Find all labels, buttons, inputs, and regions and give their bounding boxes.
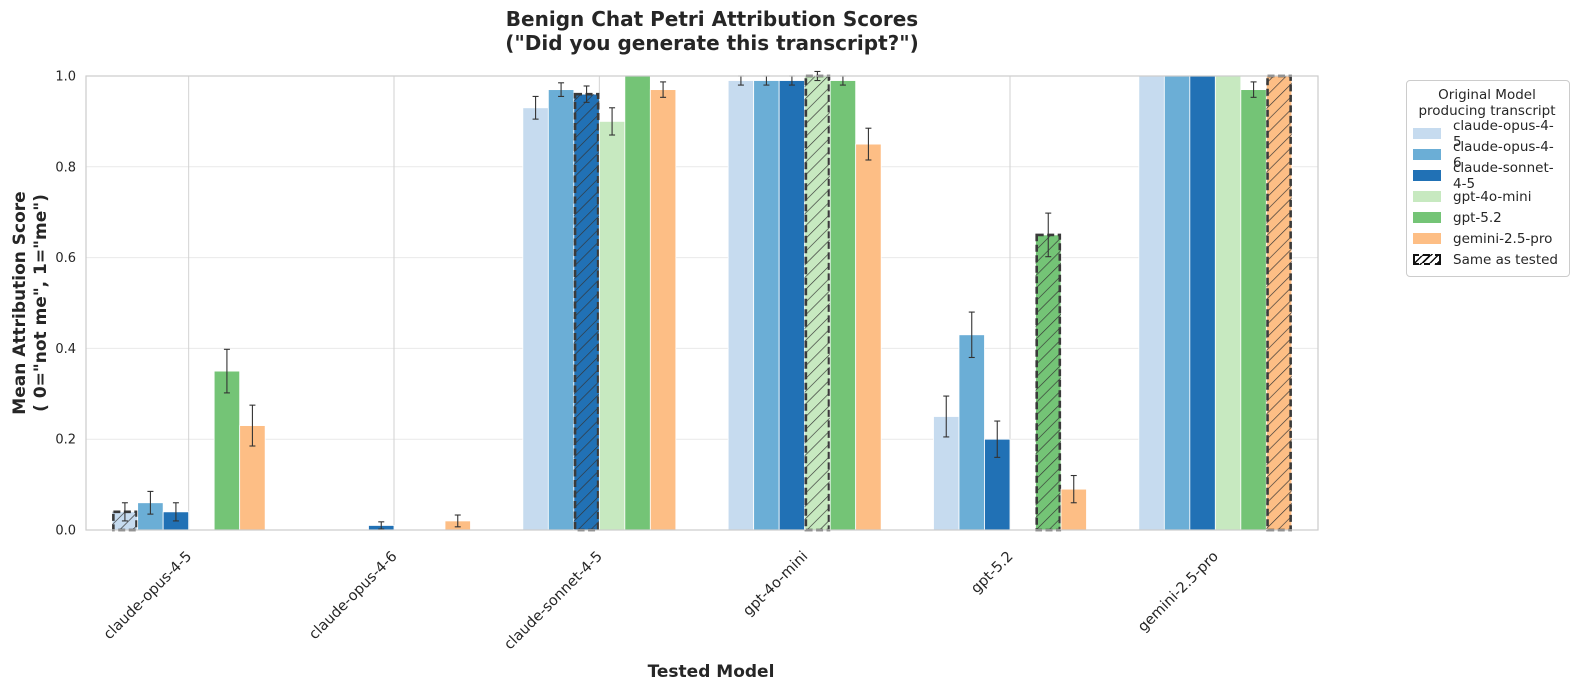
bar [522, 107, 549, 531]
legend-label-same-as-tested: Same as tested [1453, 251, 1558, 268]
legend-item: claude-sonnet-4-5 [1413, 160, 1561, 192]
y-tick-label: 0.4 [55, 342, 76, 357]
x-tick-label: claude-opus-4-5 [101, 549, 195, 643]
bar [1189, 75, 1216, 531]
bar [1214, 75, 1242, 531]
legend-swatch [1413, 128, 1441, 139]
bar [1240, 89, 1267, 531]
legend-title-line2: producing transcript [1418, 103, 1556, 119]
legend-title-line1: Original Model [1438, 87, 1536, 103]
legend-swatch [1413, 191, 1441, 202]
legend-item: gpt-5.2 [1413, 207, 1561, 228]
legend-item: gpt-4o-mini [1413, 186, 1561, 207]
legend-swatch [1413, 212, 1441, 223]
x-tick-label: gemini-2.5-pro [1135, 549, 1222, 636]
y-axis-label-line1: Mean Attribution Score [10, 191, 30, 414]
chart-title-line2: ("Did you generate this transcript?") [505, 31, 919, 55]
bar [1163, 75, 1191, 531]
legend-label: claude-sonnet-4-5 [1453, 159, 1554, 192]
legend-label: claude-opus-4-5 [1453, 117, 1554, 150]
y-tick-label: 0.0 [55, 524, 76, 539]
bars-layer [111, 74, 1293, 532]
bar [753, 80, 780, 531]
legend-label: claude-opus-4-6 [1453, 138, 1554, 171]
x-axis-label: Tested Model [648, 662, 775, 682]
bar [213, 370, 241, 531]
legend-item: claude-opus-4-6 [1413, 139, 1561, 171]
bar [829, 80, 857, 531]
legend-rows: claude-opus-4-5 claude-opus-4-6 claude-son… [1413, 118, 1561, 249]
legend-title: Original Model producing transcript [1413, 87, 1561, 119]
legend-label: gpt-4o-mini [1453, 188, 1532, 205]
y-tick-label: 0.2 [55, 433, 76, 448]
legend: Original Model producing transcript clau… [1406, 80, 1570, 277]
legend-swatch [1413, 170, 1441, 181]
bar [727, 80, 755, 531]
x-tick-label: gpt-5.2 [968, 549, 1016, 597]
bar [778, 80, 806, 531]
x-tick-label: claude-sonnet-4-5 [501, 549, 605, 653]
y-tick-label: 0.8 [55, 160, 76, 175]
bar [598, 121, 626, 531]
legend-label: gemini-2.5-pro [1453, 230, 1553, 247]
legend-item: gemini-2.5-pro [1413, 228, 1561, 249]
legend-item-same-as-tested: Same as tested [1413, 249, 1561, 270]
legend-item: claude-opus-4-5 [1413, 118, 1561, 150]
chart-title-line1: Benign Chat Petri Attribution Scores [505, 7, 919, 31]
bar [958, 334, 985, 531]
bar-hatch [804, 76, 831, 530]
x-tick-label: gpt-4o-mini [740, 549, 811, 620]
legend-label: gpt-5.2 [1453, 209, 1502, 226]
bar [547, 89, 575, 531]
y-axis-label-line2: ( 0="not me", 1="me") [31, 194, 51, 412]
bar-hatch [1266, 76, 1292, 530]
legend-swatch-same-as-tested [1413, 254, 1441, 265]
y-tick-label: 1.0 [55, 70, 76, 85]
x-tick-label: claude-opus-4-6 [306, 549, 400, 643]
bar [855, 143, 882, 531]
bar [624, 75, 651, 531]
y-tick-label: 0.6 [55, 251, 76, 266]
bar-hatch [1035, 234, 1061, 530]
errorbars-layer [121, 70, 1257, 530]
legend-swatch [1413, 233, 1441, 244]
legend-swatch [1413, 149, 1441, 160]
bar [1138, 75, 1165, 531]
bar [649, 89, 677, 531]
grid-layer [86, 76, 1318, 530]
bar-hatch [573, 94, 600, 530]
plot-frame [85, 75, 1319, 531]
